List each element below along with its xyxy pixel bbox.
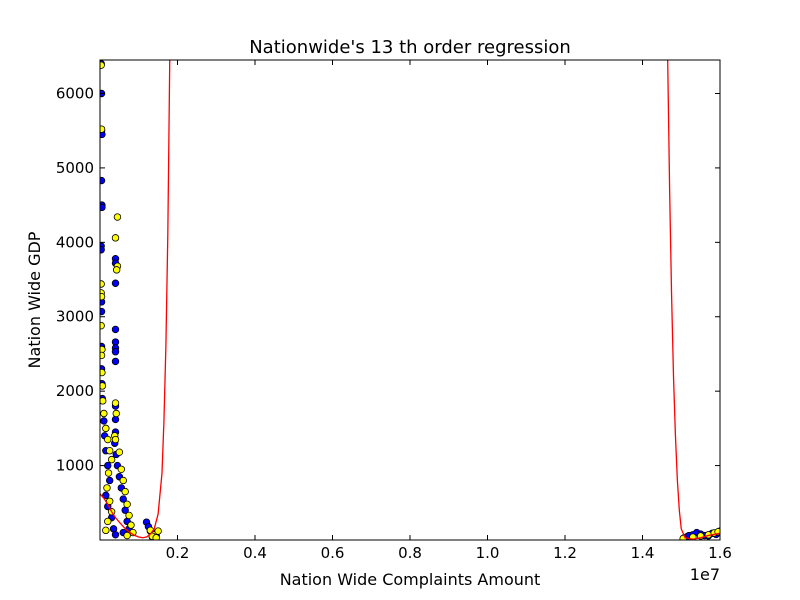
scatter-point xyxy=(123,500,131,508)
scatter-point xyxy=(100,417,108,425)
scatter-point xyxy=(111,325,120,334)
scatter-point xyxy=(100,61,105,69)
x-tick-label: 1.6 xyxy=(708,544,732,562)
scatter-point xyxy=(102,424,110,433)
scatter-point xyxy=(100,125,106,133)
scatter-point xyxy=(107,455,116,464)
scatter-point xyxy=(100,292,106,301)
scatter-point xyxy=(119,495,127,503)
scatter-point xyxy=(111,234,120,242)
y-axis-label: Nation Wide GDP xyxy=(25,231,44,368)
scatter-point xyxy=(102,491,110,500)
x-tick-label: 0.8 xyxy=(398,544,422,562)
scatter-point xyxy=(111,279,120,287)
regression-curve xyxy=(100,60,720,540)
scatter-point xyxy=(123,531,131,540)
scatter-point xyxy=(152,534,160,540)
scatter-point xyxy=(679,534,687,540)
scatter-series-2 xyxy=(100,61,720,540)
scatter-point xyxy=(121,487,129,496)
scatter-point xyxy=(100,307,106,316)
scatter-point xyxy=(100,409,108,418)
scatter-point xyxy=(115,448,124,456)
scatter-point xyxy=(105,447,114,455)
plot-area xyxy=(100,60,720,540)
scatter-point xyxy=(125,511,133,520)
scatter-point xyxy=(100,382,107,390)
x-axis-ticks: 0.2 0.4 0.6 0.8 1.0 1.2 1.4 1.6 xyxy=(166,60,732,562)
scatter-point xyxy=(100,351,106,360)
x-tick-label: 1.2 xyxy=(553,544,577,562)
y-tick-label: 2000 xyxy=(56,382,94,400)
x-tick-label: 1.0 xyxy=(476,544,500,562)
scatter-point xyxy=(154,527,162,535)
scatter-point xyxy=(104,469,113,477)
scatter-point xyxy=(100,397,107,405)
y-tick-label: 1000 xyxy=(56,457,94,475)
x-axis-offset-label: 1e7 xyxy=(690,565,720,584)
x-tick-label: 0.6 xyxy=(321,544,345,562)
scatter-point xyxy=(111,357,120,366)
y-tick-label: 6000 xyxy=(56,84,94,102)
scatter-point xyxy=(100,368,106,377)
chart-title: Nationwide's 13 th order regression xyxy=(249,37,571,58)
scatter-point xyxy=(100,246,105,254)
scatter-point xyxy=(104,517,112,526)
scatter-point xyxy=(104,461,112,470)
scatter-point xyxy=(100,321,105,330)
scatter-series-1 xyxy=(100,60,720,540)
scatter-point xyxy=(127,521,135,529)
scatter-point xyxy=(117,465,126,473)
scatter-point xyxy=(103,484,111,492)
x-axis-label: Nation Wide Complaints Amount xyxy=(280,570,541,589)
scatter-point xyxy=(111,399,120,407)
scatter-point xyxy=(102,526,110,535)
y-tick-label: 4000 xyxy=(56,233,94,251)
scatter-point xyxy=(111,435,120,444)
x-tick-label: 0.2 xyxy=(166,544,190,562)
scatter-point xyxy=(105,476,114,485)
scatter-point xyxy=(112,409,120,418)
scatter-point xyxy=(100,176,106,185)
scatter-point xyxy=(113,213,122,221)
axes-frame xyxy=(99,59,721,541)
y-axis-ticks: 1000 2000 3000 4000 5000 6000 xyxy=(56,84,720,475)
scatter-point xyxy=(112,266,121,274)
x-tick-label: 0.4 xyxy=(243,544,267,562)
x-tick-label: 1.4 xyxy=(631,544,655,562)
scatter-point xyxy=(104,435,112,444)
scatter-point xyxy=(111,531,120,539)
y-tick-label: 5000 xyxy=(56,159,94,177)
scatter-point xyxy=(119,476,127,485)
y-tick-label: 3000 xyxy=(56,308,94,326)
scatter-point xyxy=(111,348,120,356)
scatter-point xyxy=(100,203,106,212)
scatter-point xyxy=(111,415,120,424)
scatter-point xyxy=(100,280,105,288)
